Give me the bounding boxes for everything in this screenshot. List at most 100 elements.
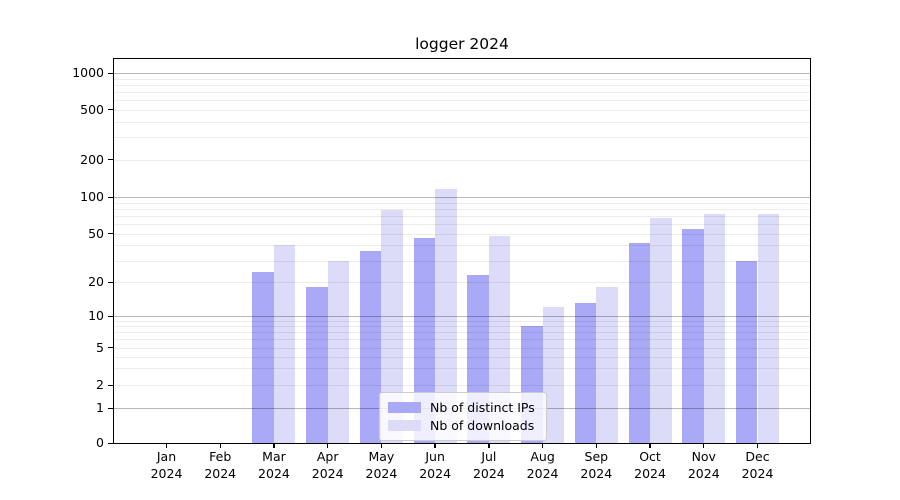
x-tick-label-sep-2024: Sep 2024: [580, 449, 613, 481]
legend-swatch-downloads: [388, 420, 421, 431]
y-tick-mark-1: [108, 407, 113, 409]
y-tick-mark-500: [108, 109, 113, 111]
bar-nb-of-downloads-aug-2024: [542, 307, 565, 443]
x-tick-mark-jan-2024: [165, 443, 168, 448]
y-tick-label-50: 50: [88, 225, 104, 241]
bar-nb-of-downloads-jun-2024: [435, 189, 457, 443]
x-tick-label-oct-2024: Oct 2024: [634, 449, 666, 481]
y-tick-label-500: 500: [80, 101, 104, 117]
x-tick-mark-sep-2024: [595, 443, 597, 448]
x-tick-mark-apr-2024: [327, 443, 329, 448]
bars-layer: [114, 59, 810, 443]
bar-nb-of-downloads-mar-2024: [273, 245, 296, 443]
gridline-200: [114, 159, 810, 161]
gridline-4: [114, 356, 810, 358]
x-tick-mark-may-2024: [380, 443, 383, 448]
bar-nb-of-distinct-ips-may-2024: [359, 250, 382, 443]
gridline-70: [114, 215, 810, 217]
x-tick-label-jul-2024: Jul 2024: [472, 449, 505, 481]
x-tick-mark-feb-2024: [219, 443, 221, 448]
x-tick-mark-jul-2024: [488, 443, 490, 448]
y-tick-label-100: 100: [80, 189, 104, 204]
y-tick-label-200: 200: [80, 151, 104, 167]
x-tick-label-dec-2024: Dec 2024: [741, 449, 774, 481]
bar-nb-of-distinct-ips-jun-2024: [413, 237, 436, 443]
legend: Nb of distinct IPs Nb of downloads: [379, 392, 547, 441]
gridline-90: [114, 202, 810, 204]
y-tick-mark-1000: [108, 72, 113, 75]
y-tick-label-2: 2: [96, 377, 104, 392]
x-tick-mark-aug-2024: [541, 443, 544, 448]
y-tick-mark-20: [108, 281, 113, 283]
gridline-600: [114, 99, 810, 101]
y-tick-label-20: 20: [88, 274, 104, 289]
gridline-80: [114, 208, 810, 210]
x-tick-label-jun-2024: Jun 2024: [419, 449, 452, 481]
bar-nb-of-distinct-ips-dec-2024: [736, 260, 758, 443]
gridline-9: [114, 320, 810, 322]
gridline-900: [114, 78, 810, 80]
bar-nb-of-downloads-oct-2024: [650, 218, 672, 443]
gridline-50: [114, 233, 810, 235]
bar-nb-of-downloads-apr-2024: [327, 260, 350, 443]
legend-swatch-distinct-ips: [388, 402, 421, 413]
gridline-60: [114, 223, 810, 225]
legend-item-downloads: Nb of downloads: [388, 417, 538, 434]
y-tick-mark-10: [108, 315, 113, 317]
y-tick-label-5: 5: [96, 339, 104, 355]
bar-nb-of-downloads-dec-2024: [757, 214, 779, 443]
y-tick-mark-0: [108, 442, 113, 444]
y-tick-label-1: 1: [96, 400, 104, 415]
legend-item-distinct-ips: Nb of distinct IPs: [388, 399, 538, 416]
gridline-5: [114, 347, 810, 349]
gridline-30: [114, 260, 810, 262]
y-tick-label-0: 0: [96, 435, 104, 450]
x-tick-mark-oct-2024: [649, 443, 651, 448]
bar-nb-of-distinct-ips-apr-2024: [306, 287, 328, 443]
x-tick-mark-nov-2024: [703, 443, 705, 448]
gridline-700: [114, 91, 810, 93]
x-tick-mark-jun-2024: [434, 443, 436, 448]
bar-nb-of-downloads-jul-2024: [488, 235, 511, 443]
bar-nb-of-distinct-ips-sep-2024: [574, 303, 597, 443]
x-tick-label-feb-2024: Feb 2024: [204, 449, 237, 481]
x-tick-label-mar-2024: Mar 2024: [258, 449, 290, 481]
y-tick-mark-2: [108, 384, 113, 386]
bar-nb-of-downloads-nov-2024: [703, 213, 726, 443]
x-tick-mark-mar-2024: [273, 443, 275, 448]
x-tick-label-nov-2024: Nov 2024: [687, 449, 720, 481]
plot-area: [113, 58, 811, 444]
gridline-500: [114, 109, 810, 111]
bar-nb-of-distinct-ips-nov-2024: [682, 229, 704, 443]
x-tick-label-may-2024: May 2024: [365, 449, 398, 481]
x-tick-mark-dec-2024: [756, 443, 759, 448]
bar-nb-of-distinct-ips-oct-2024: [628, 242, 651, 443]
gridline-100: [114, 197, 810, 198]
gridline-800: [114, 84, 810, 86]
x-tick-label-apr-2024: Apr 2024: [311, 449, 344, 481]
gridline-10: [114, 316, 810, 317]
gridline-300: [114, 137, 810, 139]
gridline-40: [114, 245, 810, 247]
bar-nb-of-downloads-sep-2024: [596, 287, 618, 443]
bar-nb-of-downloads-may-2024: [381, 210, 403, 443]
y-tick-mark-200: [108, 159, 113, 161]
gridline-2: [114, 385, 810, 386]
y-tick-mark-5: [108, 347, 113, 349]
gridline-3: [114, 368, 810, 370]
y-tick-mark-100: [108, 196, 113, 198]
legend-label-downloads: Nb of downloads: [430, 418, 535, 433]
gridline-7: [114, 332, 810, 334]
gridline-20: [114, 282, 810, 283]
x-tick-label-jan-2024: Jan 2024: [150, 449, 183, 481]
gridline-8: [114, 326, 810, 328]
legend-label-distinct-ips: Nb of distinct IPs: [430, 400, 535, 415]
gridline-400: [114, 121, 810, 123]
y-tick-mark-50: [108, 233, 113, 235]
y-tick-label-1000: 1000: [72, 65, 104, 81]
gridline-1000: [114, 73, 810, 75]
gridline-6: [114, 339, 810, 341]
chart-title: logger 2024: [415, 35, 509, 53]
x-tick-label-aug-2024: Aug 2024: [526, 449, 559, 481]
